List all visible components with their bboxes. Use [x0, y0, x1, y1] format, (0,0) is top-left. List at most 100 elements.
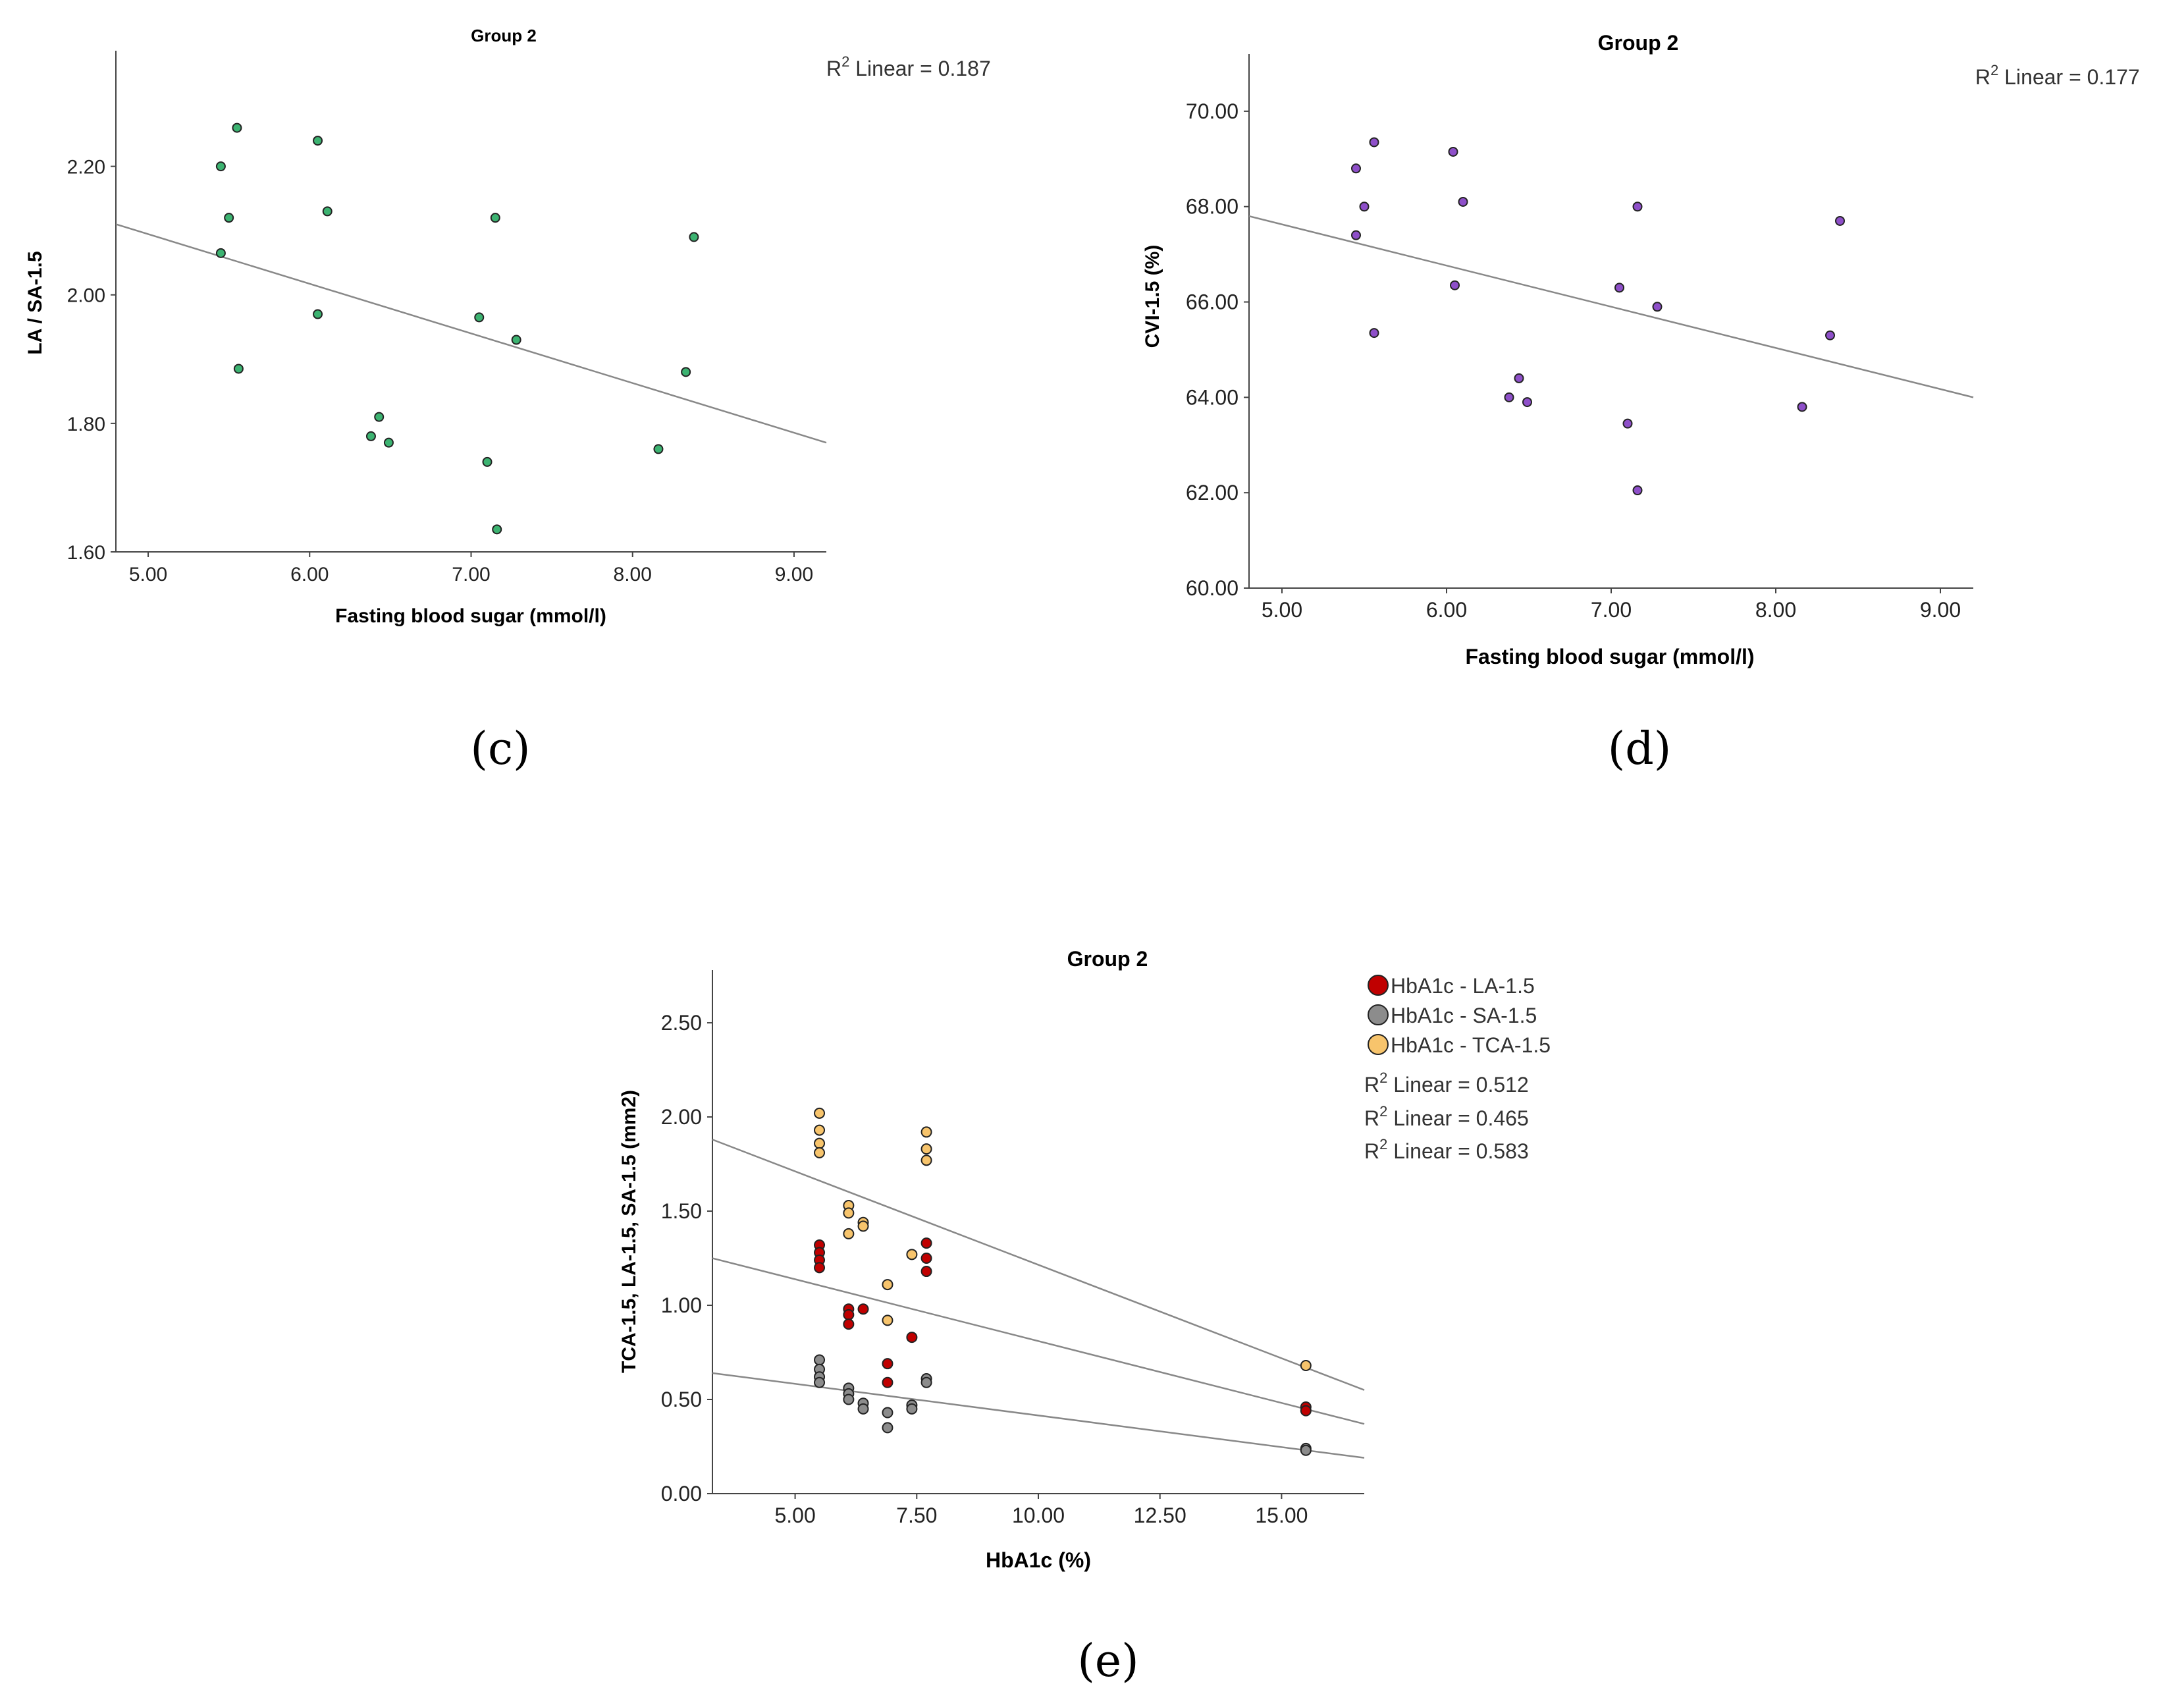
chart-d-r2-label: R2 Linear = 0.177 — [1975, 62, 2140, 89]
chart-e-point — [814, 1354, 826, 1366]
chart-d-point — [1797, 402, 1807, 412]
chart-c-point — [511, 335, 521, 345]
legend-label-sa: HbA1c - SA-1.5 — [1391, 1004, 1537, 1027]
legend-item-la: HbA1c - LA-1.5 — [1368, 974, 1535, 998]
chart-d-y-tick-label: 64.00 — [1186, 385, 1238, 409]
chart-d-point — [1504, 392, 1514, 402]
chart-d-point — [1369, 137, 1379, 148]
chart-c-point — [215, 161, 226, 172]
chart-d-y-tick-label: 66.00 — [1186, 290, 1238, 314]
chart-d-y-tick-label: 68.00 — [1186, 195, 1238, 219]
chart-d-y-tick-label: 60.00 — [1186, 576, 1238, 600]
chart-e-point — [843, 1394, 855, 1405]
chart-e-point — [882, 1407, 893, 1419]
chart-e-point — [1300, 1444, 1312, 1456]
chart-d-point — [1622, 418, 1633, 429]
chart-c-y-tick-label: 1.80 — [67, 414, 105, 435]
chart-c-title: Group 2 — [471, 26, 537, 45]
chart-e-fit-line — [712, 1139, 1365, 1391]
chart-e-point — [1300, 1360, 1312, 1372]
legend-label-tca: HbA1c - TCA-1.5 — [1391, 1033, 1551, 1057]
legend-marker-sa — [1368, 1004, 1389, 1025]
chart-d-point — [1632, 202, 1643, 212]
chart-e-y-tick-label: 2.00 — [661, 1105, 702, 1129]
chart-e-point — [906, 1403, 918, 1415]
chart-e-point — [843, 1207, 855, 1219]
chart-d-point — [1825, 330, 1835, 340]
chart-c-point — [313, 309, 323, 319]
chart-e-x-label: HbA1c (%) — [986, 1548, 1091, 1572]
legend-label-la: HbA1c - LA-1.5 — [1391, 974, 1535, 998]
chart-c-point — [365, 431, 376, 441]
chart-e-fit-line — [712, 1372, 1365, 1459]
chart-c-x-tick-label: 6.00 — [290, 564, 329, 585]
chart-c-point — [482, 456, 493, 467]
chart-e: Group 2 5.00 7.50 10.00 12.50 15.00 0.00 0.50… — [618, 947, 1551, 1687]
chart-c-x-tick-label: 9.00 — [775, 564, 813, 585]
chart-c-point — [490, 213, 500, 223]
chart-e-point — [814, 1107, 826, 1119]
legend-marker-tca — [1368, 1034, 1389, 1055]
legend-marker-la — [1368, 975, 1389, 996]
chart-c-point — [374, 412, 385, 422]
chart-e-point — [920, 1237, 932, 1249]
chart-e-point — [857, 1303, 869, 1315]
chart-d-x-label: Fasting blood sugar (mmol/l) — [1465, 645, 1754, 668]
chart-e-r2-label-3: R2 Linear = 0.583 — [1364, 1136, 1529, 1163]
panel-label-d: (d) — [1608, 723, 1672, 775]
chart-e-x-tick-label: 7.50 — [896, 1504, 937, 1527]
chart-c-y-tick-label: 2.00 — [67, 285, 105, 307]
chart-d-y-tick-label: 70.00 — [1186, 99, 1238, 123]
chart-d-point — [1522, 397, 1532, 408]
chart-e-y-label: TCA-1.5, LA-1.5, SA-1.5 (mm2) — [618, 1090, 640, 1373]
chart-e-r2-label-2: R2 Linear = 0.465 — [1364, 1103, 1529, 1130]
chart-e-point — [814, 1376, 826, 1388]
chart-e-point — [843, 1318, 855, 1330]
chart-d-x-tick-label: 9.00 — [1920, 598, 1961, 622]
chart-e-point — [1300, 1405, 1312, 1417]
chart-e-point — [906, 1332, 918, 1343]
chart-c: Group 2 R2 Linear = 0.187 5.00 6.00 7.00 8.… — [24, 26, 991, 775]
chart-c-fit-line — [115, 223, 827, 444]
chart-e-y-tick-label: 0.00 — [661, 1482, 702, 1505]
chart-d-point — [1448, 146, 1458, 157]
legend-item-sa: HbA1c - SA-1.5 — [1368, 1004, 1537, 1027]
chart-e-point — [843, 1309, 855, 1320]
chart-d-point — [1369, 328, 1379, 339]
chart-c-x-label: Fasting blood sugar (mmol/l) — [335, 605, 606, 627]
chart-c-point — [313, 136, 323, 146]
panel-label-c: (c) — [470, 723, 530, 775]
chart-c-x-tick-label: 5.00 — [129, 564, 167, 585]
chart-c-y-tick-label: 2.20 — [67, 157, 105, 178]
chart-e-x-tick-label: 12.50 — [1134, 1504, 1186, 1527]
chart-e-point — [882, 1422, 893, 1434]
chart-e-point — [882, 1358, 893, 1370]
chart-d-point — [1458, 196, 1468, 207]
chart-e-x-tick-label: 15.00 — [1255, 1504, 1308, 1527]
chart-e-point — [906, 1249, 918, 1260]
chart-d-point — [1632, 485, 1643, 496]
chart-d-point — [1614, 283, 1624, 293]
chart-d-x-tick-label: 8.00 — [1755, 598, 1796, 622]
chart-d-point — [1652, 302, 1663, 312]
chart-c-point — [233, 364, 244, 374]
panel-label-e: (e) — [1077, 1635, 1138, 1687]
chart-d-point — [1514, 373, 1524, 383]
chart-e-r2-label-1: R2 Linear = 0.512 — [1364, 1070, 1529, 1097]
chart-c-point — [653, 444, 664, 454]
chart-e-y-tick-label: 1.00 — [661, 1293, 702, 1317]
chart-c-x-tick-label: 7.00 — [452, 564, 490, 585]
chart-d-x-tick-label: 5.00 — [1262, 598, 1302, 622]
chart-d-x-tick-label: 6.00 — [1426, 598, 1467, 622]
chart-c-point — [681, 367, 691, 377]
chart-d-point — [1359, 202, 1370, 212]
chart-e-point — [857, 1220, 869, 1232]
chart-c-point — [689, 232, 699, 242]
chart-c-point — [215, 248, 226, 258]
chart-e-point — [920, 1376, 932, 1388]
chart-e-title: Group 2 — [1067, 947, 1148, 971]
chart-d-point — [1835, 215, 1845, 226]
chart-e-point — [882, 1376, 893, 1388]
chart-c-point — [322, 206, 333, 217]
